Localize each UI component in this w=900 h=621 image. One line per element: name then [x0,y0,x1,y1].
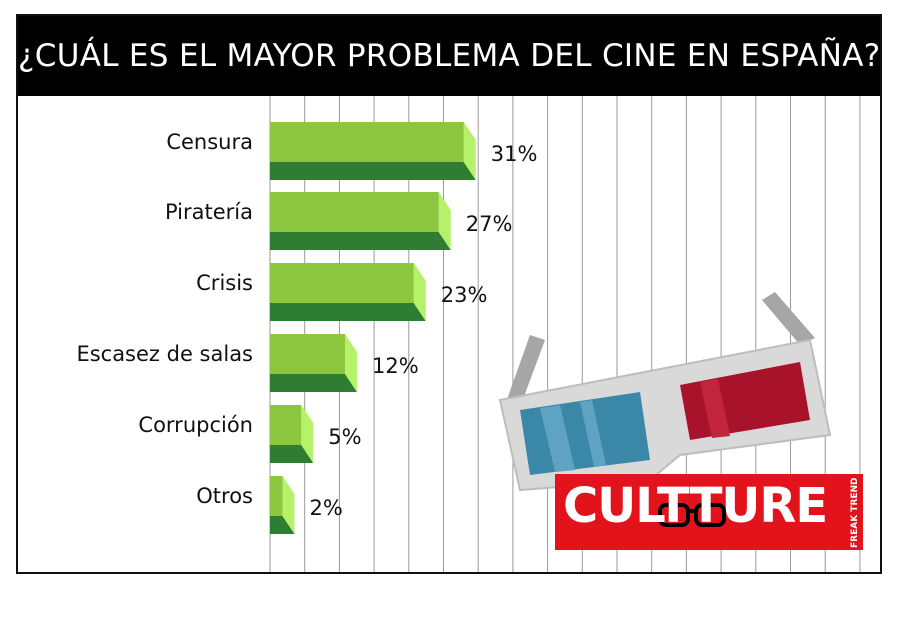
bar-face [270,122,464,162]
title-bar: ¿CUÁL ES EL MAYOR PROBLEMA DEL CINE EN E… [18,16,880,96]
value-label: 23% [441,283,488,307]
chart-title: ¿CUÁL ES EL MAYOR PROBLEMA DEL CINE EN E… [18,38,881,74]
value-label: 31% [491,142,538,166]
bar [270,334,357,392]
bar-side [413,263,426,321]
bar-face [270,405,302,445]
value-label: 27% [466,212,513,236]
category-label: Piratería [165,200,253,224]
bar-shadow [270,374,357,392]
bar-face [270,192,439,232]
category-label: Corrupción [138,413,253,437]
bar-side [282,476,295,534]
bar-side [463,122,476,180]
culture-logo [555,474,863,550]
bar [270,122,476,180]
bar-shadow [270,162,476,180]
logo-background [555,474,863,550]
brand-tagline: FREAK TRENDS [850,478,860,548]
bar-face [270,476,283,516]
brand-tagline-box: FREAK TRENDS [850,478,860,548]
category-label: Otros [196,484,253,508]
bar [270,192,451,250]
bar-shadow [270,445,314,463]
value-label: 5% [328,425,361,449]
value-label: 12% [372,354,419,378]
bar [270,263,426,321]
bar-side [345,334,357,392]
bar [270,405,314,463]
bar-side [438,192,451,250]
category-label: Censura [166,130,253,154]
category-label: Crisis [196,271,253,295]
brand-name: CULTTURE [563,478,828,534]
bar-face [270,334,345,374]
nerd-glasses-icon [658,503,726,527]
bar-side [301,405,314,463]
bar-shadow [270,232,451,250]
category-label: Escasez de salas [76,342,253,366]
3d-glasses-icon [498,292,832,492]
bar [270,476,295,534]
bar-face [270,263,414,303]
value-labels: 31% 27% 23% 12% 5% 2% [310,142,538,520]
category-labels: Censura Piratería Crisis Escasez de salas Co… [76,130,253,508]
bar-shadow [270,516,295,534]
bar-shadow [270,303,426,321]
value-label: 2% [310,496,343,520]
chart-frame: ¿CUÁL ES EL MAYOR PROBLEMA DEL CINE EN E… [16,14,882,574]
bars [270,122,476,534]
